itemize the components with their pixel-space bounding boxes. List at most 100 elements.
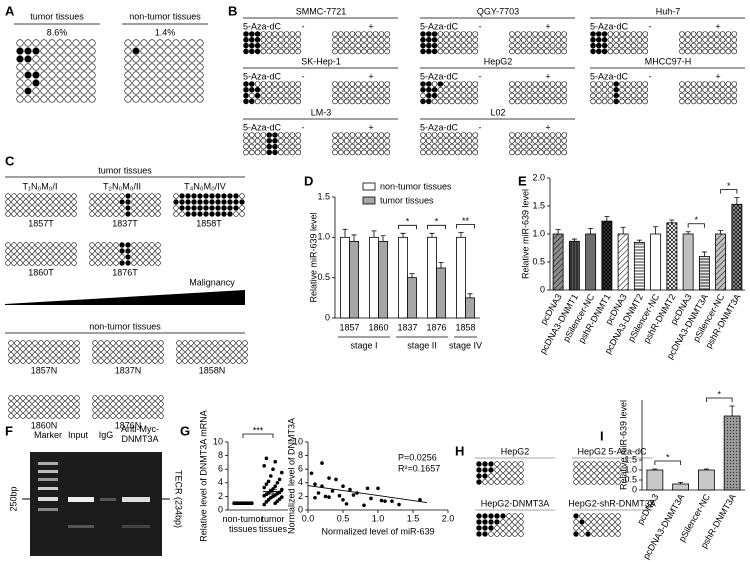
cpg-site xyxy=(72,39,80,47)
cpg-site xyxy=(708,36,714,43)
cpg-site xyxy=(146,358,152,364)
cpg-site xyxy=(29,193,35,199)
cpg-site xyxy=(591,461,597,467)
cpg-site xyxy=(20,358,26,364)
cpg-site xyxy=(679,81,685,87)
cpg-site xyxy=(89,260,95,266)
cpg-site xyxy=(68,413,74,419)
cpg-site xyxy=(196,47,204,55)
cpg-site xyxy=(595,36,602,43)
cpg-site xyxy=(32,358,38,364)
cpg-site xyxy=(526,31,533,37)
minus: - xyxy=(479,71,482,81)
cpg-site xyxy=(642,31,649,37)
cpg-site xyxy=(14,346,20,352)
cpg-site xyxy=(590,42,596,49)
plus: + xyxy=(368,21,373,31)
cpg-site xyxy=(384,98,391,105)
agent: 5-Aza-dC xyxy=(590,21,629,31)
x-tick-label: 0.5 xyxy=(337,513,350,523)
cpg-site xyxy=(520,87,527,93)
cpg-site xyxy=(449,98,455,105)
cpg-site xyxy=(38,407,44,413)
cpg-site xyxy=(95,193,101,199)
cpg-site xyxy=(152,346,158,352)
cpg-site xyxy=(140,55,148,63)
cpg-site xyxy=(17,248,23,254)
cpg-site xyxy=(690,87,697,93)
cpg-site xyxy=(32,55,40,63)
x-tick-label: 1860 xyxy=(368,322,388,332)
cpg-site xyxy=(134,358,140,364)
y-tick-label: 10 xyxy=(213,436,223,446)
methylation-row xyxy=(92,395,164,401)
cpg-site xyxy=(128,346,134,352)
cpg-site xyxy=(98,340,104,346)
cpg-site xyxy=(164,55,172,63)
cpg-site xyxy=(378,149,385,156)
cpg-site xyxy=(466,138,473,144)
cpg-site xyxy=(11,254,17,260)
cpg-site xyxy=(476,479,482,485)
cpg-site xyxy=(425,48,432,55)
cpg-site xyxy=(173,211,179,217)
cpg-site xyxy=(361,98,367,105)
methylation-row xyxy=(124,55,204,63)
cpg-site xyxy=(158,340,164,346)
methylation-row xyxy=(332,98,391,105)
cpg-site xyxy=(337,149,344,156)
cpg-site xyxy=(472,36,479,43)
cpg-site xyxy=(361,36,367,43)
cpg-site xyxy=(80,95,88,103)
cpg-site xyxy=(509,87,515,93)
cpg-site xyxy=(349,87,356,93)
y-tick-label: 4 xyxy=(218,477,223,487)
methylation-row xyxy=(679,48,738,55)
methylation-row xyxy=(332,149,391,156)
cell-line: HepG2 xyxy=(484,56,513,66)
cpg-site xyxy=(472,132,479,138)
lane-label: IgG xyxy=(98,430,114,440)
cpg-site xyxy=(384,87,391,93)
plus: + xyxy=(715,21,720,31)
cpg-site xyxy=(132,47,140,55)
cpg-site xyxy=(132,87,140,95)
cpg-site xyxy=(101,199,107,205)
cpg-site xyxy=(266,92,273,99)
methylation-row xyxy=(5,205,77,211)
cpg-site xyxy=(378,132,385,138)
cpg-site xyxy=(41,205,47,211)
cpg-site xyxy=(172,95,180,103)
cpg-site xyxy=(155,205,161,211)
cpg-site xyxy=(476,519,482,525)
cpg-site xyxy=(65,254,71,260)
agent: 5-Aza-dC xyxy=(420,122,459,132)
cpg-site xyxy=(180,79,188,87)
cpg-site xyxy=(549,81,556,87)
cpg-site xyxy=(520,81,527,87)
cpg-site xyxy=(243,81,249,87)
cpg-site xyxy=(47,254,53,260)
cpg-site xyxy=(74,407,80,413)
cpg-site xyxy=(520,31,527,37)
cpg-site xyxy=(337,138,344,144)
cpg-site xyxy=(466,143,473,150)
cpg-site xyxy=(88,79,96,87)
cpg-site xyxy=(476,473,482,479)
cpg-site xyxy=(132,39,140,47)
cpg-site xyxy=(128,340,134,346)
y-axis-label: Relative miR-639 level xyxy=(520,189,530,279)
methylation-row xyxy=(332,92,391,99)
cpg-site xyxy=(88,47,96,55)
cpg-site xyxy=(74,395,80,401)
cpg-site xyxy=(113,199,119,205)
cpg-site xyxy=(32,63,40,71)
cpg-site xyxy=(80,87,88,95)
methylation-row xyxy=(509,92,568,99)
methylation-row xyxy=(332,87,391,93)
cpg-site xyxy=(152,401,158,407)
cpg-site xyxy=(731,81,738,87)
cpg-site xyxy=(254,48,261,55)
cpg-site xyxy=(619,31,625,37)
cpg-site xyxy=(295,143,302,150)
